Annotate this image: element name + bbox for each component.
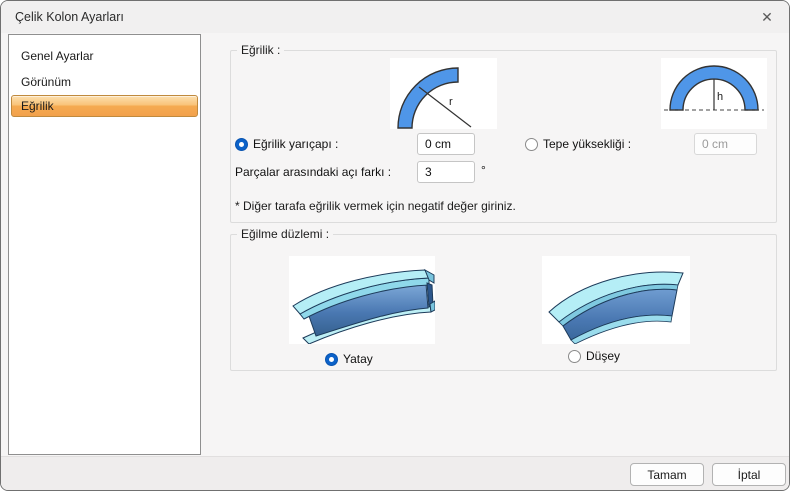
curvature-group: Eğrilik : r h Eğrilik yarıçapı : bbox=[230, 43, 777, 223]
horizontal-bending-image bbox=[289, 256, 435, 344]
close-icon[interactable]: ✕ bbox=[761, 8, 773, 25]
window-title: Çelik Kolon Ayarları bbox=[15, 10, 124, 24]
radius-arc-icon: r bbox=[397, 67, 472, 129]
radius-diagram: r bbox=[390, 58, 497, 129]
sidebar-item-egrilik[interactable]: Eğrilik bbox=[11, 95, 198, 117]
ibeam-vertical-icon bbox=[548, 271, 684, 344]
angle-difference-label: Parçalar arasındaki açı farkı : bbox=[235, 165, 392, 179]
horizontal-plane-label: Yatay bbox=[343, 352, 373, 366]
apex-diagram-label: h bbox=[717, 91, 723, 103]
curvature-group-title: Eğrilik : bbox=[237, 43, 285, 57]
horizontal-plane-radio[interactable] bbox=[325, 352, 338, 366]
cancel-button[interactable]: İptal bbox=[712, 463, 786, 486]
curvature-radius-label: Eğrilik yarıçapı : bbox=[253, 137, 339, 151]
dialog-footer: Tamam İptal bbox=[1, 456, 789, 490]
sidebar-item-gorunum[interactable]: Görünüm bbox=[21, 75, 72, 89]
sidebar-item-genel-ayarlar[interactable]: Genel Ayarlar bbox=[21, 49, 94, 63]
radius-diagram-label: r bbox=[449, 96, 453, 108]
apex-height-input bbox=[694, 133, 757, 155]
degree-symbol: ° bbox=[481, 163, 486, 177]
vertical-bending-image bbox=[542, 256, 690, 344]
angle-difference-input[interactable] bbox=[417, 161, 475, 183]
vertical-plane-radio[interactable] bbox=[568, 349, 581, 363]
settings-category-list: Genel Ayarlar Görünüm Eğrilik bbox=[8, 34, 201, 455]
curvature-radius-radio[interactable] bbox=[235, 137, 248, 151]
title-bar: Çelik Kolon Ayarları ✕ bbox=[1, 1, 789, 33]
vertical-plane-label: Düşey bbox=[586, 349, 621, 363]
apex-height-diagram: h bbox=[661, 58, 767, 129]
apex-arch-icon: h bbox=[664, 65, 764, 111]
curvature-radius-input[interactable] bbox=[417, 133, 475, 155]
apex-height-label: Tepe yüksekliği : bbox=[543, 137, 632, 151]
negative-value-note: * Diğer tarafa eğrilik vermek için negat… bbox=[235, 199, 516, 213]
ibeam-horizontal-icon bbox=[292, 268, 435, 344]
ok-button[interactable]: Tamam bbox=[630, 463, 704, 486]
apex-height-radio[interactable] bbox=[525, 137, 538, 151]
bending-plane-group-title: Eğilme düzlemi : bbox=[237, 227, 334, 241]
bending-plane-group: Eğilme düzlemi : bbox=[230, 227, 777, 371]
